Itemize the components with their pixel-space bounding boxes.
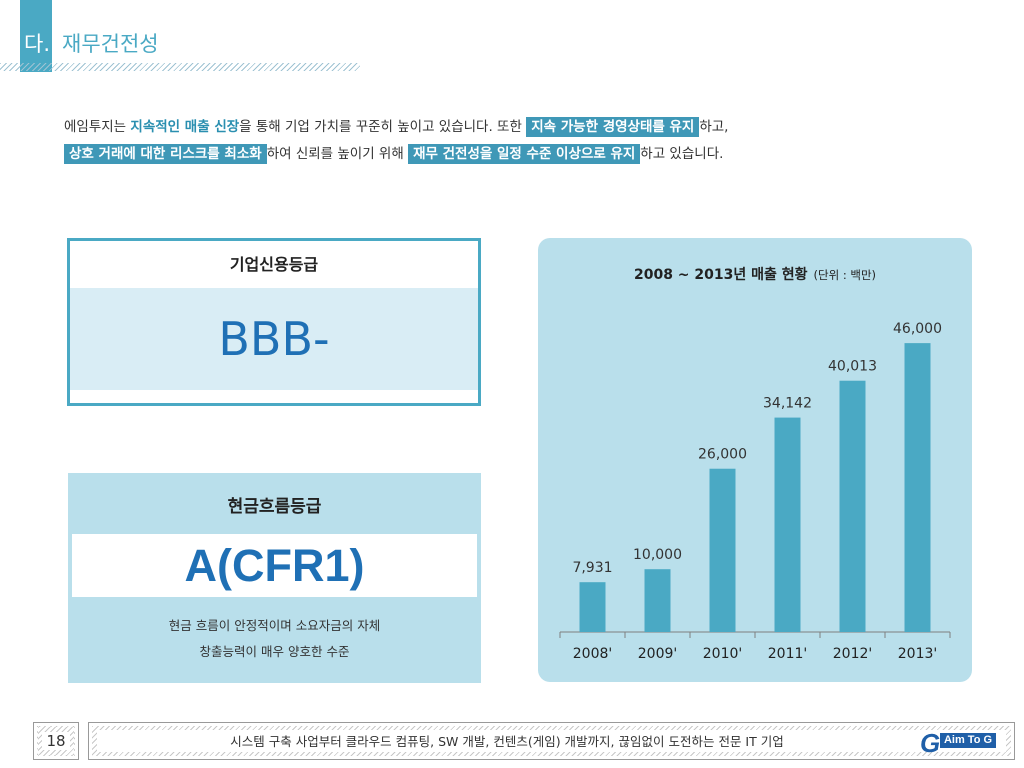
- bar-value-label: 46,000: [893, 321, 942, 337]
- company-logo: G Aim To G: [920, 728, 1000, 758]
- section-number: 다.: [24, 32, 50, 56]
- logo-text: Aim To G: [940, 733, 996, 748]
- x-tick-label: 2011': [768, 646, 807, 662]
- intro-highlight-risk-minimization: 상호 거래에 대한 리스크를 최소화: [64, 144, 267, 164]
- bar-2008: [579, 582, 606, 632]
- intro-highlight-financial-soundness: 재무 건전성을 일정 수준 이상으로 유지: [408, 144, 641, 164]
- logo-mark: G: [920, 728, 941, 758]
- chart-unit-note: (단위 : 백만): [813, 268, 877, 282]
- x-tick-label: 2013': [898, 646, 937, 662]
- chart-title-row: 2008 ~ 2013년 매출 현황 (단위 : 백만): [538, 264, 972, 284]
- sales-chart-panel: 2008 ~ 2013년 매출 현황 (단위 : 백만) 7,931 2008' 10…: [538, 238, 972, 682]
- bar-value-label: 7,931: [572, 560, 612, 576]
- intro-text: 하고,: [699, 119, 729, 135]
- cashflow-rating-title: 현금흐름등급: [227, 497, 322, 517]
- intro-text: 하여 신뢰를 높이기 위해: [266, 146, 409, 162]
- section-title-block: [20, 0, 52, 72]
- cashflow-rating-value: A(CFR1): [184, 540, 365, 591]
- intro-text: 에임투지는: [64, 119, 131, 135]
- cashflow-rating-description: 현금 흐름이 안정적이며 소요자금의 자체 창출능력이 매우 양호한 수준: [68, 613, 481, 665]
- intro-paragraph: 에임투지는 지속적인 매출 신장을 통해 기업 가치를 꾸준히 높이고 있습니다…: [64, 114, 984, 168]
- page-number-box: 18: [33, 722, 79, 760]
- bar-value-label: 26,000: [698, 447, 747, 463]
- cashflow-desc-line-1: 현금 흐름이 안정적이며 소요자금의 자체: [168, 618, 381, 633]
- bar-value-label: 40,013: [828, 359, 877, 375]
- cashflow-rating-card: 현금흐름등급 A(CFR1) 현금 흐름이 안정적이며 소요자금의 자체 창출능…: [68, 473, 481, 683]
- sales-bar-chart: 7,931 2008' 10,000 2009' 26,000 2010' 34,142 20…: [559, 321, 951, 662]
- chart-title: 2008 ~ 2013년 매출 현황: [633, 267, 808, 283]
- credit-rating-card: 기업신용등급 BBB-: [67, 238, 481, 406]
- bar-2013: [904, 343, 931, 632]
- bar-2012: [839, 380, 866, 632]
- bar-value-label: 10,000: [633, 547, 682, 563]
- footer-bar: 시스템 구축 사업부터 클라우드 컴퓨팅, SW 개발, 컨텐츠(게임) 개발까…: [88, 722, 1015, 760]
- intro-text: 을 통해 기업 가치를 꾸준히 높이고 있습니다. 또한: [239, 119, 527, 135]
- credit-rating-value: BBB-: [218, 312, 330, 366]
- credit-rating-band: BBB-: [70, 288, 478, 390]
- cashflow-rating-band: A(CFR1): [72, 534, 477, 597]
- intro-highlight-sustainable-management: 지속 가능한 경영상태를 유지: [526, 117, 700, 137]
- title-divider: [0, 63, 360, 71]
- page-number: 18: [42, 732, 70, 750]
- x-tick-label: 2008': [573, 646, 612, 662]
- x-tick-label: 2010': [703, 646, 742, 662]
- credit-rating-title: 기업신용등급: [229, 255, 319, 274]
- x-tick-label: 2012': [833, 646, 872, 662]
- x-tick-label: 2009': [638, 646, 677, 662]
- footer-inner: 시스템 구축 사업부터 클라우드 컴퓨팅, SW 개발, 컨텐츠(게임) 개발까…: [97, 728, 1006, 758]
- bar-2010: [709, 468, 736, 632]
- intro-highlight-sales-growth: 지속적인 매출 신장: [130, 119, 240, 135]
- bar-2011: [774, 417, 801, 632]
- footer-tagline: 시스템 구축 사업부터 클라우드 컴퓨팅, SW 개발, 컨텐츠(게임) 개발까…: [230, 734, 784, 749]
- cashflow-desc-line-2: 창출능력이 매우 양호한 수준: [199, 644, 350, 659]
- page-title: 재무건전성: [62, 32, 159, 56]
- intro-text: 하고 있습니다.: [640, 146, 724, 162]
- bar-value-label: 34,142: [763, 396, 812, 412]
- bar-2009: [644, 569, 671, 632]
